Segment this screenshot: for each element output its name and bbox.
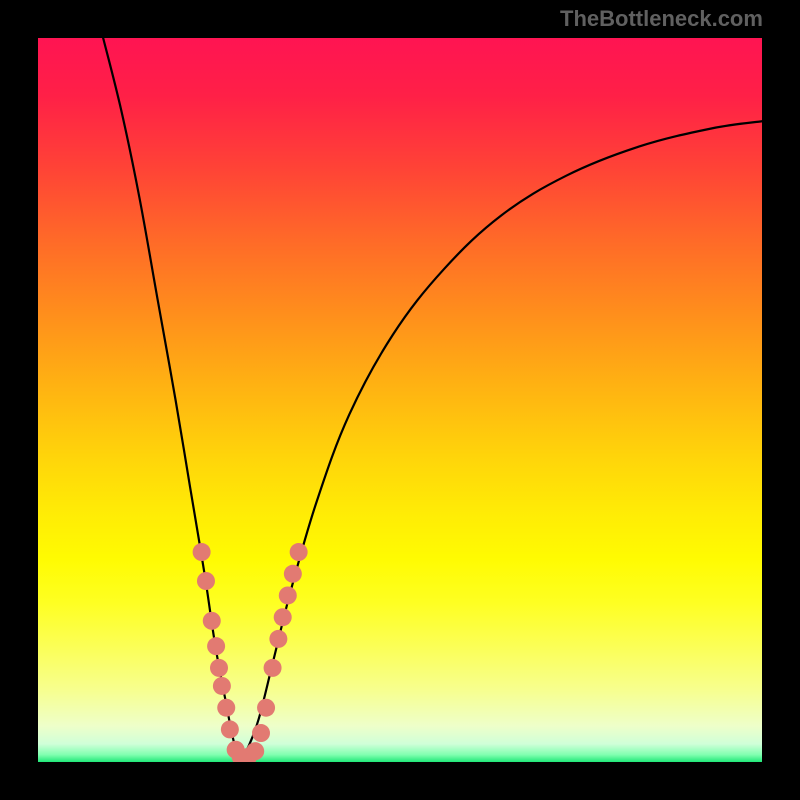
data-marker — [207, 637, 225, 655]
chart-container: TheBottleneck.com — [0, 0, 800, 800]
data-marker — [213, 677, 231, 695]
data-marker — [290, 543, 308, 561]
gradient-background — [38, 38, 762, 762]
data-marker — [257, 699, 275, 717]
data-marker — [264, 659, 282, 677]
data-marker — [210, 659, 228, 677]
data-marker — [279, 586, 297, 604]
data-marker — [246, 742, 264, 760]
data-marker — [197, 572, 215, 590]
data-marker — [193, 543, 211, 561]
data-marker — [274, 608, 292, 626]
data-marker — [203, 612, 221, 630]
data-marker — [252, 724, 270, 742]
plot-area — [38, 38, 762, 762]
data-marker — [221, 720, 239, 738]
data-marker — [217, 699, 235, 717]
data-marker — [284, 565, 302, 583]
data-marker — [269, 630, 287, 648]
plot-svg — [38, 38, 762, 762]
watermark-text: TheBottleneck.com — [560, 6, 763, 32]
